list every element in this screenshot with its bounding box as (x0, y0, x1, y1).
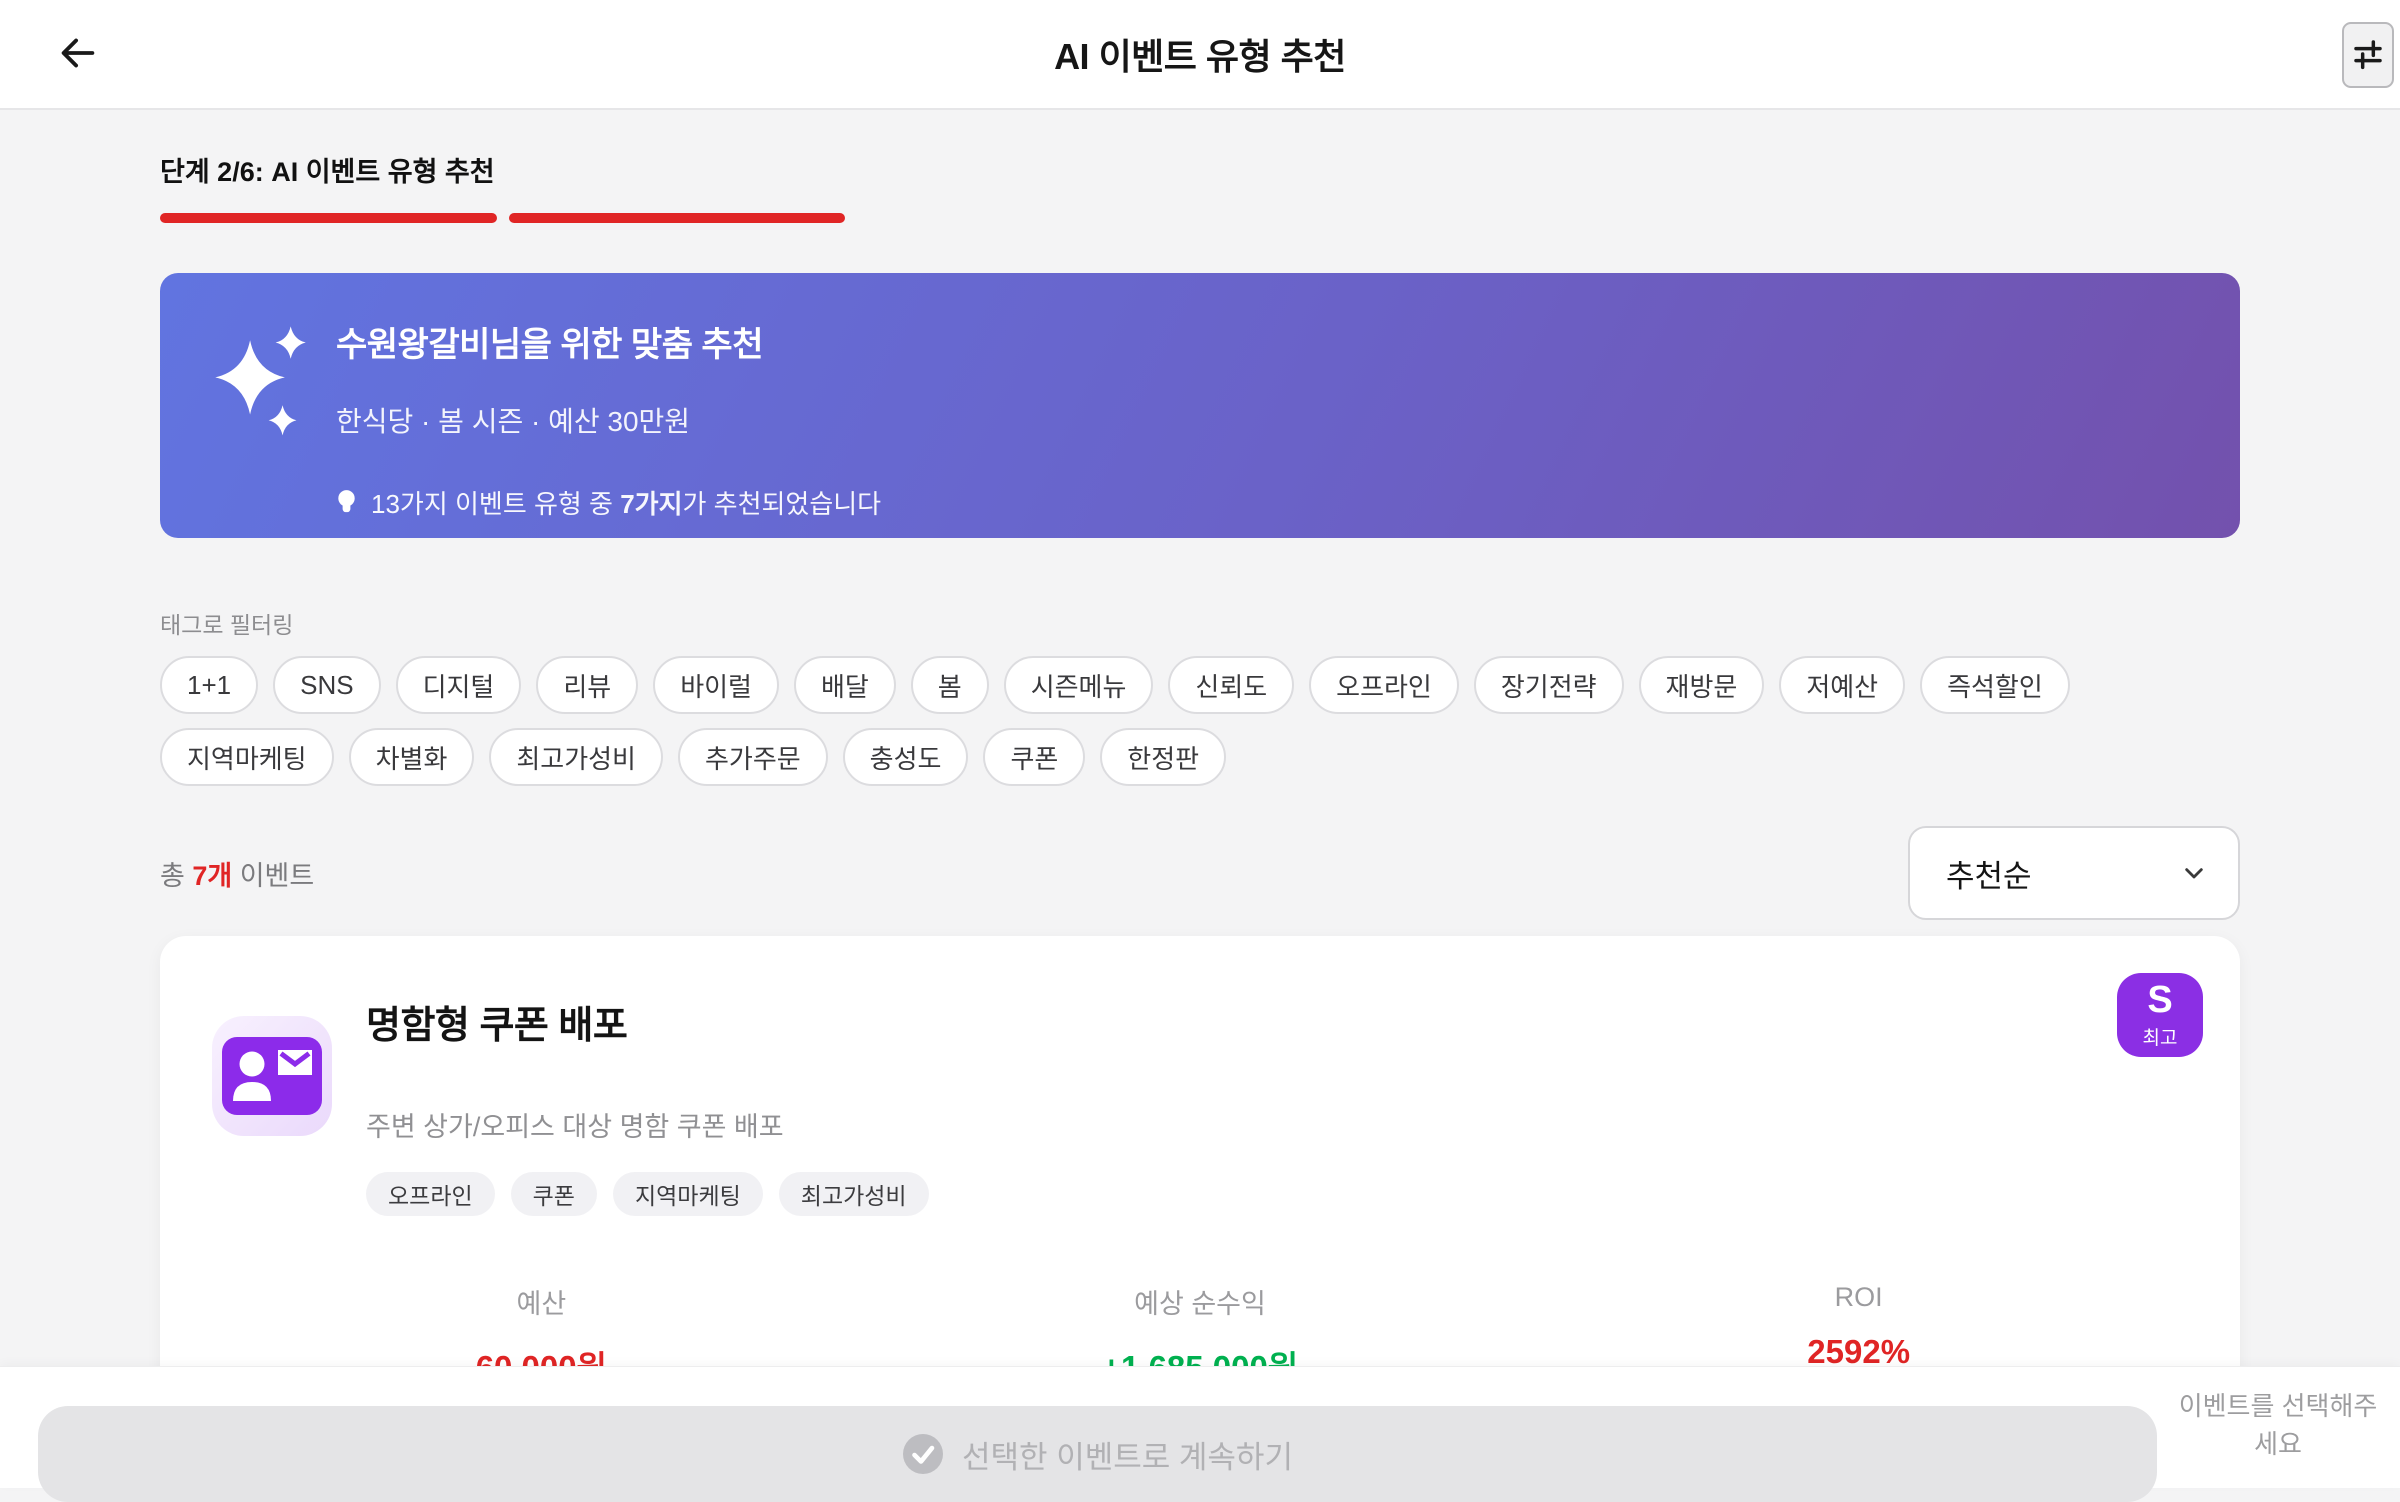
page-title: AI 이벤트 유형 추천 (1054, 36, 1346, 77)
filter-tag[interactable]: 오프라인 (1309, 656, 1459, 714)
banner-info-text: 13가지 이벤트 유형 중 7가지가 추천되었습니다 (371, 489, 882, 519)
step-progress-label: 단계 2/6: AI 이벤트 유형 추천 (160, 157, 495, 187)
sort-dropdown-value: 추천순 (1946, 858, 2032, 894)
sort-dropdown[interactable]: 추천순 (1908, 826, 2240, 920)
filter-tag[interactable]: 배달 (793, 656, 896, 714)
progress-segment (857, 213, 1194, 223)
filter-tag[interactable]: 즉석할인 (1920, 656, 2070, 714)
check-circle-icon (902, 1433, 944, 1475)
stat-value: 2592% (1807, 1333, 1911, 1370)
filter-tag[interactable]: 차별화 (348, 728, 475, 786)
back-button[interactable] (46, 22, 110, 86)
event-count: 총 7개 이벤트 (160, 860, 315, 891)
app-header: AI 이벤트 유형 추천 (0, 0, 2400, 110)
stat-label: 예산 (516, 1289, 567, 1319)
lightbulb-icon (336, 488, 357, 518)
filter-tag[interactable]: 최고가성비 (489, 728, 663, 786)
list-header: 총 7개 이벤트 추천순 (160, 826, 2240, 920)
event-tag: 최고가성비 (778, 1172, 929, 1216)
sparkles-icon (206, 319, 322, 450)
progress-segment (160, 213, 497, 223)
selection-helper-text: 이벤트를 선택해주 세요 (2178, 1391, 2378, 1459)
filter-tag[interactable]: 추가주문 (677, 728, 828, 786)
filter-tag[interactable]: SNS (273, 656, 381, 714)
filter-tag[interactable]: 바이럴 (653, 656, 779, 714)
event-description: 주변 상가/오피스 대상 명함 쿠폰 배포 (366, 1112, 784, 1142)
bottom-bar: 선택한 이벤트로 계속하기 이벤트를 선택해주 세요 (0, 1366, 2400, 1502)
event-tag: 오프라인 (366, 1172, 495, 1216)
contact-card-mail-icon (222, 1037, 322, 1115)
event-icon-container (212, 1016, 332, 1136)
banner-title: 수원왕갈비님을 위한 맞춤 추천 (336, 326, 763, 364)
progress-segment (1903, 213, 2240, 223)
banner-info: 13가지 이벤트 유형 중 7가지가 추천되었습니다 (336, 484, 881, 521)
filter-tag[interactable]: 시즌메뉴 (1003, 656, 1154, 714)
event-tag: 지역마케팅 (612, 1172, 763, 1216)
arrow-left-icon (55, 30, 101, 79)
tune-sliders-icon (2352, 34, 2384, 77)
filter-tag[interactable]: 디지털 (395, 656, 522, 714)
filter-tag[interactable]: 쿠폰 (983, 728, 1086, 786)
filter-tag[interactable]: 1+1 (160, 656, 259, 714)
event-title: 명함형 쿠폰 배포 (366, 1005, 628, 1047)
event-card-text: 명함형 쿠폰 배포 주변 상가/오피스 대상 명함 쿠폰 배포 오프라인 쿠폰 지역… (366, 980, 929, 1216)
continue-button[interactable]: 선택한 이벤트로 계속하기 (38, 1406, 2157, 1502)
banner-subtitle: 한식당 · 봄 시즌 · 예산 30만원 (336, 406, 691, 437)
event-tag: 쿠폰 (510, 1172, 597, 1216)
event-count-number: 7개 (192, 860, 233, 891)
grade-badge: S 최고 (2117, 973, 2203, 1057)
grade-label: 최고 (2142, 1027, 2178, 1049)
recommendation-banner: 수원왕갈비님을 위한 맞춤 추천 한식당 · 봄 시즌 · 예산 30만원 13… (160, 273, 2240, 538)
filter-tag[interactable]: 리뷰 (536, 656, 639, 714)
filter-tag[interactable]: 재방문 (1638, 656, 1765, 714)
filter-tag[interactable]: 봄 (910, 656, 989, 714)
filter-tag[interactable]: 지역마케팅 (160, 728, 334, 786)
grade-letter: S (2147, 978, 2173, 1021)
chevron-down-icon (2178, 857, 2210, 889)
filter-tag[interactable]: 저예산 (1779, 656, 1906, 714)
banner-text: 수원왕갈비님을 위한 맞춤 추천 한식당 · 봄 시즌 · 예산 30만원 13… (336, 317, 881, 521)
filter-tags: 1+1 SNS 디지털 리뷰 바이럴 배달 봄 시즌메뉴 신뢰도 오프라인 장기전략 재방문 저예산 즉석… (160, 656, 2240, 786)
settings-button[interactable] (2342, 22, 2394, 88)
continue-button-label: 선택한 이벤트로 계속하기 (962, 1439, 1293, 1475)
stat-label: 예상 순수익 (1134, 1289, 1266, 1319)
progress-segment (508, 213, 846, 223)
filter-label: 태그로 필터링 (160, 612, 294, 638)
event-tags: 오프라인 쿠폰 지역마케팅 최고가성비 (366, 1172, 929, 1216)
stat-column: ROI 2592% (1529, 1282, 2188, 1389)
progress-bar (160, 213, 2240, 223)
stat-label: ROI (1834, 1282, 1883, 1312)
page-content: 단계 2/6: AI 이벤트 유형 추천 수원왕갈비님을 위한 맞춤 추천 한식… (0, 150, 2400, 1466)
progress-segment (1206, 213, 1543, 223)
filter-tag[interactable]: 한정판 (1100, 728, 1227, 786)
filter-tag[interactable]: 신뢰도 (1168, 656, 1295, 714)
filter-tag[interactable]: 충성도 (842, 728, 969, 786)
progress-segment (1555, 213, 1892, 223)
event-card-top: 명함형 쿠폰 배포 주변 상가/오피스 대상 명함 쿠폰 배포 오프라인 쿠폰 지역… (212, 980, 2188, 1216)
filter-tag[interactable]: 장기전략 (1473, 656, 1624, 714)
